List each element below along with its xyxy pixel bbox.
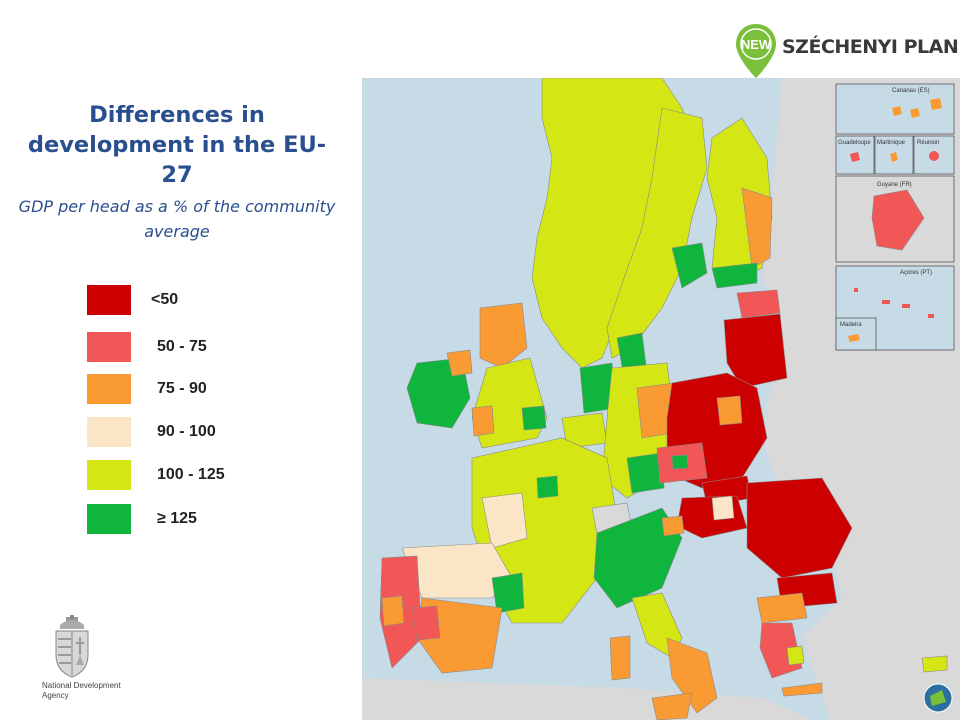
region-paris (536, 475, 559, 499)
brand-wordmark: SZÉCHENYI PLAN (782, 36, 959, 58)
inset-label-guadeloupe: Guadeloupe (838, 140, 871, 146)
legend-label: 75 - 90 (157, 380, 207, 397)
inset-label-canarias: Canarias (ES) (892, 88, 930, 94)
region-wales (471, 405, 495, 437)
legend-item: <50 (87, 285, 337, 315)
inset-label-guyane: Guyane (FR) (877, 182, 912, 188)
region-bavaria (626, 452, 665, 494)
region-north-greece (756, 592, 808, 624)
legend-swatch (87, 332, 131, 362)
hungarian-coat-of-arms-icon (55, 615, 89, 678)
legend-label: 100 - 125 (157, 466, 225, 483)
region-helsinki (711, 262, 758, 289)
region-romania (746, 477, 853, 579)
region-eastern-finland (741, 187, 773, 269)
legend-label: 90 - 100 (157, 423, 216, 440)
legend-swatch (87, 285, 131, 315)
legend-item: 100 - 125 (87, 460, 337, 490)
legend-item: 75 - 90 (87, 374, 337, 404)
region-lisbon (381, 595, 405, 627)
szechenyi-plan-logo: NEW SZÉCHENYI PLAN (734, 22, 960, 82)
region-athens (786, 645, 805, 666)
page-title: Differences in development in the EU-27 (27, 102, 327, 188)
north-africa (362, 678, 812, 720)
region-austria-north-italy (593, 507, 683, 609)
new-badge-text: NEW (741, 37, 772, 52)
legend-label: ≥ 125 (157, 510, 197, 527)
region-slovenia (661, 515, 685, 537)
inset-label-martinique: Martinique (877, 140, 906, 146)
region-cyprus (921, 655, 948, 673)
legend-swatch (87, 374, 131, 404)
region-sardinia (609, 635, 631, 681)
europe-map-svg: Canarias (ES) Guadeloupe Martinique Réun… (362, 78, 960, 720)
region-hungary (676, 495, 748, 539)
legend-label: 50 - 75 (157, 338, 207, 355)
region-budapest (711, 495, 735, 521)
region-prague (671, 454, 689, 470)
page-subtitle: GDP per head as a % of the community ave… (18, 197, 336, 241)
legend-swatch (87, 504, 131, 534)
eu-gdp-map: Canarias (ES) Guadeloupe Martinique Réun… (362, 78, 960, 720)
inset-label-madeira: Madeira (840, 322, 862, 328)
inset-label-reunion: Réunion (917, 140, 939, 146)
region-south-italy (666, 637, 718, 714)
region-estonia (736, 289, 781, 319)
region-stockholm (671, 242, 708, 289)
legend-swatch (87, 417, 131, 447)
legend-item: 50 - 75 (87, 332, 337, 362)
region-catalonia (491, 572, 525, 614)
map-pin-icon: NEW (736, 24, 776, 78)
agency-logo: National Development Agency (40, 615, 140, 710)
region-northern-ireland (446, 349, 473, 377)
region-west-france (481, 492, 528, 549)
region-scotland (479, 302, 528, 369)
region-extremadura (411, 605, 441, 641)
legend-label: <50 (151, 291, 179, 308)
legend-item: ≥ 125 (87, 504, 337, 534)
region-crete (781, 682, 823, 697)
region-latvia-lithuania (723, 313, 788, 389)
inset-label-acores: Açores (PT) (900, 270, 932, 276)
map-insets: Canarias (ES) Guadeloupe Martinique Réun… (835, 83, 955, 351)
title-block: Differences in development in the EU-27 … (18, 100, 336, 244)
region-sicily (651, 692, 693, 720)
legend-item: 90 - 100 (87, 417, 337, 447)
region-london (521, 405, 547, 431)
region-warsaw (716, 395, 743, 426)
agency-name: National Development Agency (42, 681, 121, 700)
legend-swatch (87, 460, 131, 490)
